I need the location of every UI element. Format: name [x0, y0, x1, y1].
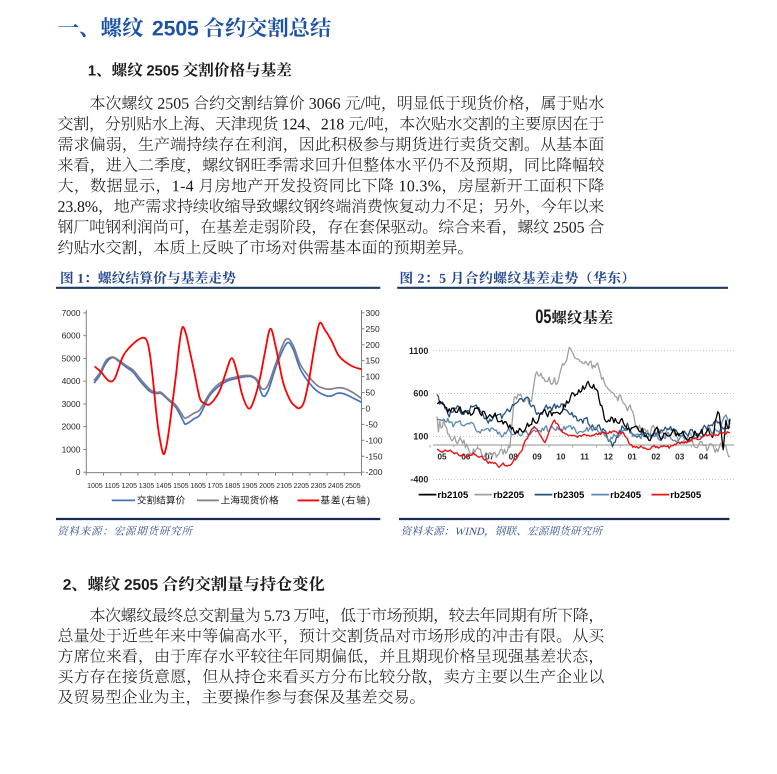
svg-text:2205: 2205 — [294, 483, 310, 490]
svg-text:300: 300 — [366, 308, 380, 318]
svg-text:250: 250 — [366, 324, 380, 334]
svg-text:rb2505: rb2505 — [670, 490, 702, 501]
svg-text:2505: 2505 — [345, 483, 361, 490]
svg-text:rb2305: rb2305 — [553, 490, 585, 501]
svg-text:-200: -200 — [366, 467, 383, 477]
svg-text:-50: -50 — [366, 419, 379, 429]
svg-text:1000: 1000 — [62, 444, 81, 454]
svg-text:1305: 1305 — [139, 483, 155, 490]
svg-text:100: 100 — [366, 372, 380, 382]
svg-text:07: 07 — [485, 452, 495, 461]
svg-text:03: 03 — [675, 452, 685, 461]
svg-text:0: 0 — [366, 403, 371, 413]
svg-text:4000: 4000 — [62, 376, 81, 386]
svg-text:rb2405: rb2405 — [610, 490, 642, 501]
svg-text:0: 0 — [76, 467, 81, 477]
svg-text:05: 05 — [437, 452, 447, 461]
svg-text:08: 08 — [509, 452, 519, 461]
svg-text:2305: 2305 — [311, 483, 327, 490]
svg-text:2105: 2105 — [276, 483, 292, 490]
svg-text:09: 09 — [533, 452, 543, 461]
svg-text:1505: 1505 — [173, 483, 189, 490]
svg-text:02: 02 — [651, 452, 661, 461]
svg-text:1005: 1005 — [87, 483, 103, 490]
svg-text:2405: 2405 — [328, 483, 344, 490]
svg-text:rb2105: rb2105 — [437, 490, 469, 501]
svg-text:1805: 1805 — [225, 483, 241, 490]
svg-text:1205: 1205 — [122, 483, 138, 490]
svg-text:-400: -400 — [410, 475, 428, 485]
svg-text:6000: 6000 — [62, 331, 81, 341]
svg-text:1905: 1905 — [242, 483, 258, 490]
svg-text:50: 50 — [366, 388, 376, 398]
svg-text:7000: 7000 — [62, 308, 81, 318]
svg-text:04: 04 — [699, 452, 709, 461]
svg-text:-150: -150 — [366, 451, 383, 461]
svg-text:rb2205: rb2205 — [493, 490, 525, 501]
svg-text:100: 100 — [413, 432, 428, 442]
svg-text:3000: 3000 — [62, 399, 81, 409]
svg-text:1105: 1105 — [105, 483, 120, 490]
svg-text:5000: 5000 — [62, 353, 81, 363]
svg-text:1405: 1405 — [156, 483, 172, 490]
svg-text:150: 150 — [366, 356, 380, 366]
svg-text:10: 10 — [556, 452, 566, 461]
svg-text:-100: -100 — [366, 435, 383, 445]
svg-text:1100: 1100 — [409, 346, 429, 356]
svg-text:01: 01 — [628, 452, 638, 461]
svg-text:200: 200 — [366, 340, 380, 350]
svg-text:1605: 1605 — [190, 483, 206, 490]
svg-text:1705: 1705 — [208, 483, 224, 490]
svg-text:12: 12 — [604, 452, 614, 461]
svg-text:11: 11 — [580, 452, 589, 461]
svg-text:2000: 2000 — [62, 422, 81, 432]
svg-text:600: 600 — [413, 389, 428, 399]
svg-text:2005: 2005 — [259, 483, 275, 490]
